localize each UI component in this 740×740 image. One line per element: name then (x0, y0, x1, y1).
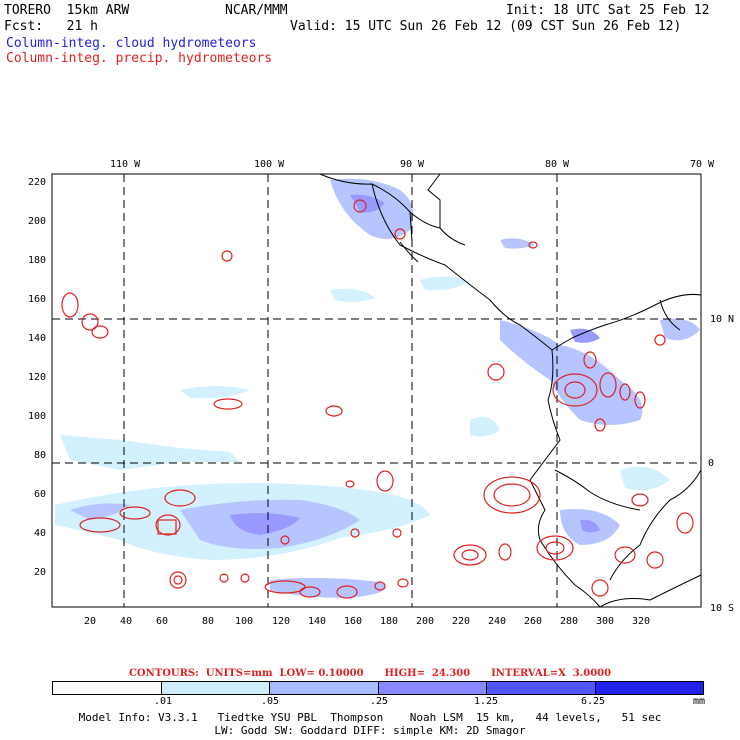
x-tick-label: 140 (308, 616, 327, 627)
y-tick-label: 80 (34, 450, 47, 461)
precip-contours (61, 199, 694, 599)
x-tick-label: 40 (120, 616, 133, 627)
x-tick-label: 20 (84, 616, 97, 627)
lat-label: 10 N (710, 314, 735, 325)
precip-contour-box (157, 519, 177, 535)
lon-label: 110 W (110, 159, 141, 170)
cloud-shading (55, 178, 700, 598)
colorbar-tick: .25 (370, 696, 389, 707)
lat-label: 10 S (710, 603, 735, 614)
x-tick-label: 320 (632, 616, 651, 627)
x-tick-label: 100 (235, 616, 254, 627)
contour-info: CONTOURS: UNITS=mm LOW= 0.10000 HIGH= 24… (128, 668, 612, 679)
x-tick-label: 200 (416, 616, 435, 627)
forecast-hour: Fcst: 21 h (4, 19, 98, 34)
colorbar-tick: 6.25 (581, 696, 606, 707)
colorbar-bin (595, 682, 703, 694)
y-tick-label: 40 (34, 528, 47, 539)
y-tick-label: 160 (28, 294, 47, 305)
y-tick-label: 140 (28, 333, 47, 344)
x-tick-label: 180 (380, 616, 399, 627)
x-tick-label: 120 (272, 616, 291, 627)
colorbar-bin (378, 682, 487, 694)
x-tick-label: 260 (524, 616, 543, 627)
lon-label: 70 W (690, 159, 715, 170)
colorbar-bin (53, 682, 162, 694)
lon-label: 90 W (400, 159, 425, 170)
model-title: TORERO 15km ARW (4, 3, 130, 18)
x-tick-label: 300 (596, 616, 615, 627)
colorbar-bin (487, 682, 596, 694)
y-tick-label: 60 (34, 489, 47, 500)
x-tick-label: 80 (202, 616, 215, 627)
y-tick-label: 100 (28, 411, 47, 422)
y-tick-label: 20 (34, 567, 47, 578)
x-tick-label: 240 (488, 616, 507, 627)
colorbar-tick: 1.25 (474, 696, 499, 707)
lat-lon-grid (52, 174, 701, 607)
lon-label: 80 W (545, 159, 570, 170)
cloud-field-label: Column-integ. cloud hydrometeors (6, 36, 257, 51)
y-tick-label: 180 (28, 255, 47, 266)
lon-label: 100 W (254, 159, 285, 170)
y-tick-label: 220 (28, 177, 47, 188)
x-tick-label: 220 (452, 616, 471, 627)
colorbar (52, 681, 704, 695)
colorbar-tick: .05 (261, 696, 280, 707)
physics-info: LW: Godd SW: Goddard DIFF: simple KM: 2D… (214, 724, 526, 737)
center-title: NCAR/MMM (225, 3, 288, 18)
colorbar-bin (270, 682, 379, 694)
init-time: Init: 18 UTC Sat 25 Feb 12 (506, 3, 710, 18)
coastlines (319, 173, 702, 608)
precip-field-label: Column-integ. precip. hydrometeors (6, 51, 273, 66)
x-tick-label: 160 (344, 616, 363, 627)
x-tick-label: 60 (156, 616, 169, 627)
model-info: Model Info: V3.3.1 Tiedtke YSU PBL Thomp… (78, 711, 662, 724)
colorbar-tick: .01 (154, 696, 173, 707)
colorbar-bin (161, 682, 270, 694)
valid-time: Valid: 15 UTC Sun 26 Feb 12 (09 CST Sun … (290, 19, 682, 34)
y-tick-label: 200 (28, 216, 47, 227)
lat-label: 0 (708, 458, 715, 469)
y-tick-label: 120 (28, 372, 47, 383)
colorbar-units: mm (693, 696, 706, 707)
x-tick-label: 280 (560, 616, 579, 627)
